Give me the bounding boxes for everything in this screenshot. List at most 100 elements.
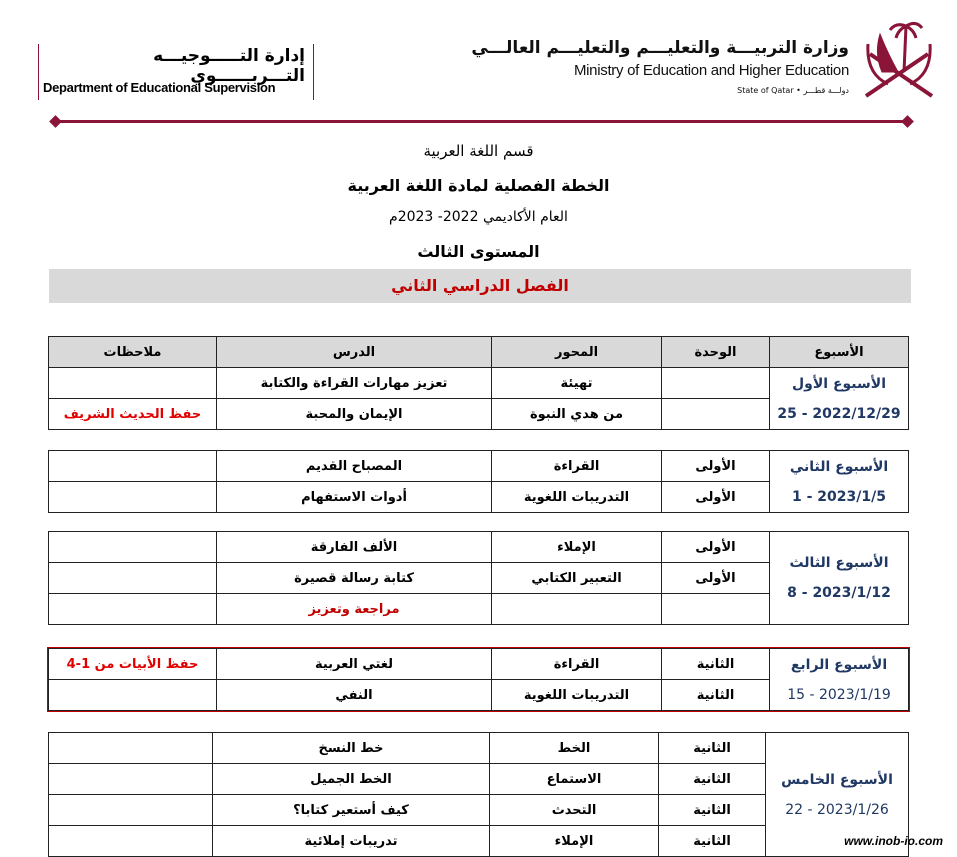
notes-cell [48, 593, 217, 625]
table-row: الثانية الإملاء تدريبات إملائية [48, 825, 909, 857]
week-table: الأسبوع الوحدة المحور الدرس ملاحظات الأسبوع ا… [48, 336, 909, 430]
unit-cell [661, 367, 770, 399]
lesson-cell: الإيمان والمحبة [216, 398, 492, 430]
divider-diamond-right [901, 115, 914, 128]
unit-cell [661, 398, 770, 430]
lesson-cell: مراجعة وتعزيز [216, 593, 492, 625]
lesson-cell: النفي [216, 679, 492, 711]
axis-cell: الإملاء [491, 531, 662, 563]
unit-cell: الأولى [661, 450, 770, 482]
table-row: الأسبوع الرابع 15 - 2023/1/19 الثانية القرا… [48, 648, 909, 711]
week-name: الأسبوع الثاني [789, 458, 889, 475]
unit-cell: الأولى [661, 531, 770, 563]
axis-cell: الخط [489, 732, 659, 764]
qatar-emblem-logo [864, 21, 934, 98]
department-title: قسم اللغة العربية [423, 142, 534, 160]
unit-cell: الثانية [661, 648, 770, 680]
notes-cell [48, 562, 217, 594]
week-dates: 25 - 2022/12/29 [777, 405, 901, 422]
table-row: الأسبوع الثاني 1 - 2023/1/5 الأولى القراءة ا… [48, 450, 909, 513]
academic-year: العام الأكاديمي 2022- 2023م [389, 209, 568, 225]
week-dates: 1 - 2023/1/5 [792, 488, 886, 505]
lesson-cell: الخط الجميل [212, 763, 490, 795]
lesson-cell: المصباح القديم [216, 450, 492, 482]
axis-cell: القراءة [491, 450, 662, 482]
unit-cell: الأولى [661, 562, 770, 594]
axis-cell: التدريبات اللغوية [491, 679, 662, 711]
week-cell: الأسبوع الثالث 8 - 2023/1/12 [769, 531, 909, 625]
column-header: الأسبوع [769, 336, 909, 368]
column-header: ملاحظات [48, 336, 217, 368]
department-box: إدارة التـــــوجيـــه التـــربــــــوي D… [38, 44, 314, 100]
watermark: www.inob-io.com [844, 834, 943, 848]
notes-cell [48, 679, 217, 711]
table-header-row: الأسبوع الوحدة المحور الدرس ملاحظات [48, 336, 909, 368]
lesson-cell: خط النسخ [212, 732, 490, 764]
week-table: الأسبوع الثاني 1 - 2023/1/5 الأولى القراءة ا… [48, 450, 909, 513]
axis-cell: التعبير الكتابي [491, 562, 662, 594]
level-title: المستوى الثالث [417, 242, 540, 261]
week-cell: الأسبوع الخامس 22 - 2023/1/26 [765, 732, 909, 857]
unit-cell: الأولى [661, 481, 770, 513]
lesson-cell: تدريبات إملائية [212, 825, 490, 857]
ministry-name-arabic: وزارة التربيـــة والتعليـــم والتعليـــم… [471, 38, 849, 58]
department-name-english: Department of Educational Supervision [43, 80, 276, 95]
notes-cell [48, 732, 213, 764]
table-row: مراجعة وتعزيز [48, 593, 909, 625]
notes-cell [48, 825, 213, 857]
notes-cell [48, 481, 217, 513]
unit-cell: الثانية [658, 732, 766, 764]
week-table: الأسبوع الخامس 22 - 2023/1/26 الثانية الخط خ… [48, 732, 909, 857]
department-name-arabic: إدارة التـــــوجيـــه التـــربــــــوي [153, 46, 305, 86]
notes-cell [48, 450, 217, 482]
axis-cell: من هدي النبوة [491, 398, 662, 430]
week-cell: الأسبوع الأول 25 - 2022/12/29 [769, 367, 909, 430]
divider-diamond-left [49, 115, 62, 128]
table-row: الأولى التدريبات اللغوية أدوات الاستفهام [48, 481, 909, 513]
week-dates: 15 - 2023/1/19 [787, 686, 891, 703]
unit-cell: الثانية [661, 679, 770, 711]
table-row: الأسبوع الأول 25 - 2022/12/29 تهيئة تعزيز م… [48, 367, 909, 430]
plan-title: الخطة الفصلية لمادة اللغة العربية [347, 176, 610, 195]
week-cell: الأسبوع الرابع 15 - 2023/1/19 [769, 648, 909, 711]
week-table: الأسبوع الثالث 8 - 2023/1/12 الأولى الإملاء… [48, 531, 909, 625]
notes-cell [48, 367, 217, 399]
week-name: الأسبوع الأول [792, 375, 886, 392]
unit-cell [661, 593, 770, 625]
lesson-cell: كتابة رسالة قصيرة [216, 562, 492, 594]
column-header: الوحدة [661, 336, 770, 368]
lesson-cell: تعزيز مهارات القراءة والكتابة [216, 367, 492, 399]
ministry-name-english: Ministry of Education and Higher Educati… [573, 62, 849, 79]
notes-cell [48, 531, 217, 563]
unit-cell: الثانية [658, 825, 766, 857]
axis-cell [491, 593, 662, 625]
lesson-cell: لغتي العربية [216, 648, 492, 680]
axis-cell: الاستماع [489, 763, 659, 795]
notes-cell [48, 794, 213, 826]
unit-cell: الثانية [658, 794, 766, 826]
week-dates: 8 - 2023/1/12 [787, 585, 891, 601]
lesson-cell: كيف أستعير كتابا؟ [212, 794, 490, 826]
axis-cell: تهيئة [491, 367, 662, 399]
table-row: الأسبوع الخامس 22 - 2023/1/26 الثانية الخط خ… [48, 732, 909, 857]
axis-cell: الإملاء [489, 825, 659, 857]
table-row: الأسبوع الثالث 8 - 2023/1/12 الأولى الإملاء… [48, 531, 909, 625]
week-name: الأسبوع الخامس [781, 771, 893, 788]
table-row: الثانية الاستماع الخط الجميل [48, 763, 909, 795]
lesson-cell: الألف الفارقة [216, 531, 492, 563]
notes-cell: حفظ الحديث الشريف [48, 398, 217, 430]
week-name: الأسبوع الثالث [789, 555, 889, 571]
week-name: الأسبوع الرابع [790, 656, 888, 673]
column-header: المحور [491, 336, 662, 368]
notes-cell [48, 763, 213, 795]
table-row: من هدي النبوة الإيمان والمحبة حفظ الحديث ا… [48, 398, 909, 430]
week-cell: الأسبوع الثاني 1 - 2023/1/5 [769, 450, 909, 513]
header-divider [56, 120, 908, 123]
semester-banner: الفصل الدراسي الثاني [49, 269, 911, 303]
table-row: الأولى التعبير الكتابي كتابة رسالة قصيرة [48, 562, 909, 594]
axis-cell: القراءة [491, 648, 662, 680]
unit-cell: الثانية [658, 763, 766, 795]
column-header: الدرس [216, 336, 492, 368]
lesson-cell: أدوات الاستفهام [216, 481, 492, 513]
axis-cell: التحدث [489, 794, 659, 826]
